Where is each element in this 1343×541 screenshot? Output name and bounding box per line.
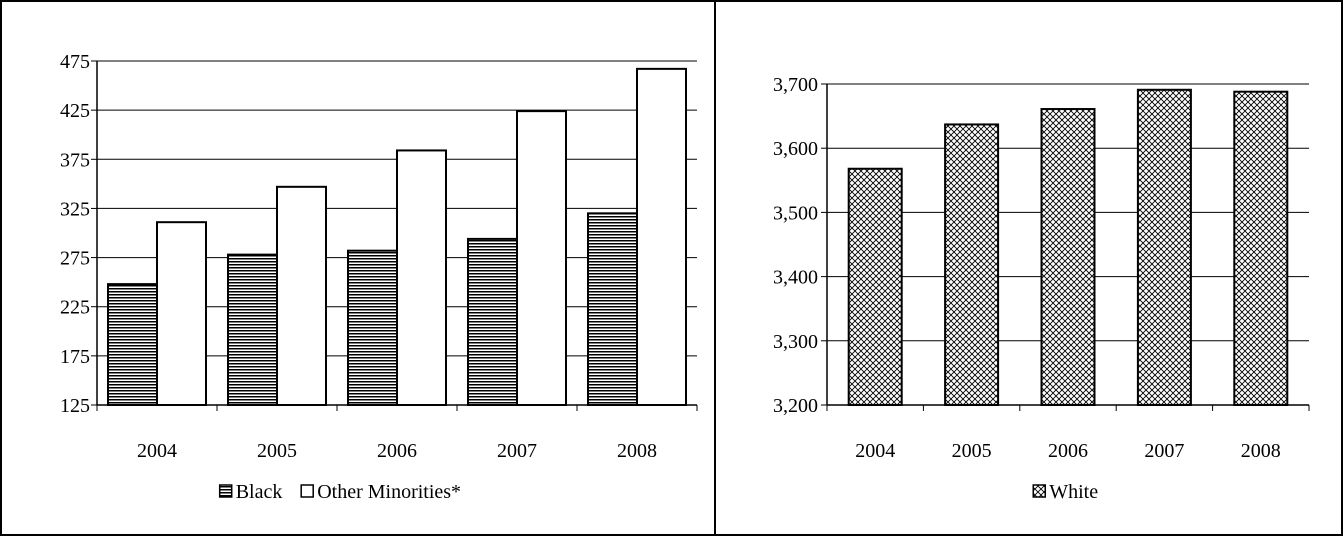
bar-other-minorities-2004	[156, 221, 207, 406]
legend-swatch	[300, 484, 314, 498]
bar-black-2004	[107, 283, 158, 406]
y-tick-label: 225	[60, 297, 90, 319]
legend-swatch	[1032, 484, 1046, 498]
white-chart: 3,200 3,300 3,400 3,500 3,600 3,700 2004 2005 20…	[773, 74, 1310, 503]
legend: White	[1032, 481, 1098, 503]
y-tick-label: 325	[60, 198, 90, 220]
legend-swatch	[218, 484, 233, 498]
bar-black-2007	[467, 237, 518, 406]
bar-black-2005	[227, 253, 278, 406]
bar-black-2006	[347, 249, 398, 406]
legend: Black Other Minorities*	[218, 481, 461, 503]
bar-white-2008	[1233, 90, 1289, 406]
x-tick-label: 2008	[1241, 440, 1281, 462]
y-tick-label: 3,200	[773, 395, 818, 417]
y-tick-label: 3,600	[773, 138, 818, 160]
legend-label: White	[1049, 481, 1098, 503]
bar-white-2005	[944, 123, 1000, 406]
x-tick-label: 2005	[257, 440, 297, 462]
x-tick-label: 2006	[1048, 440, 1088, 462]
y-tick-label: 3,400	[773, 267, 818, 289]
bar-white-2006	[1040, 108, 1096, 406]
y-tick-label: 275	[60, 248, 90, 270]
y-tick-label: 425	[60, 100, 90, 122]
y-tick-label: 3,300	[773, 331, 818, 353]
x-tick-label: 2007	[1144, 440, 1184, 462]
bar-white-2007	[1136, 88, 1192, 406]
y-tick-label: 175	[60, 346, 90, 368]
y-tick-label: 375	[60, 149, 90, 171]
black-minorities-chart: 125 175 225 275 325 375 425 475 2004 2005 2006 2007…	[60, 51, 698, 503]
bar-other-minorities-2007	[516, 110, 567, 406]
y-tick-label: 3,500	[773, 202, 818, 224]
bar-other-minorities-2006	[396, 149, 447, 406]
bar-other-minorities-2008	[636, 67, 687, 407]
x-tick-label: 2005	[952, 440, 992, 462]
legend-label: Black	[236, 481, 283, 503]
y-tick-label: 3,700	[773, 74, 818, 96]
x-tick-label: 2006	[377, 440, 417, 462]
y-tick-label: 475	[60, 51, 90, 73]
x-tick-label: 2007	[497, 440, 537, 462]
x-tick-label: 2004	[137, 440, 177, 462]
x-tick-label: 2004	[855, 440, 895, 462]
bar-other-minorities-2005	[276, 185, 327, 406]
y-tick-label: 125	[60, 395, 90, 417]
legend-label: Other Minorities*	[317, 481, 461, 503]
right-chart-border	[714, 0, 1343, 536]
x-tick-label: 2008	[617, 440, 657, 462]
bar-black-2008	[587, 212, 638, 406]
bar-white-2004	[847, 167, 903, 406]
